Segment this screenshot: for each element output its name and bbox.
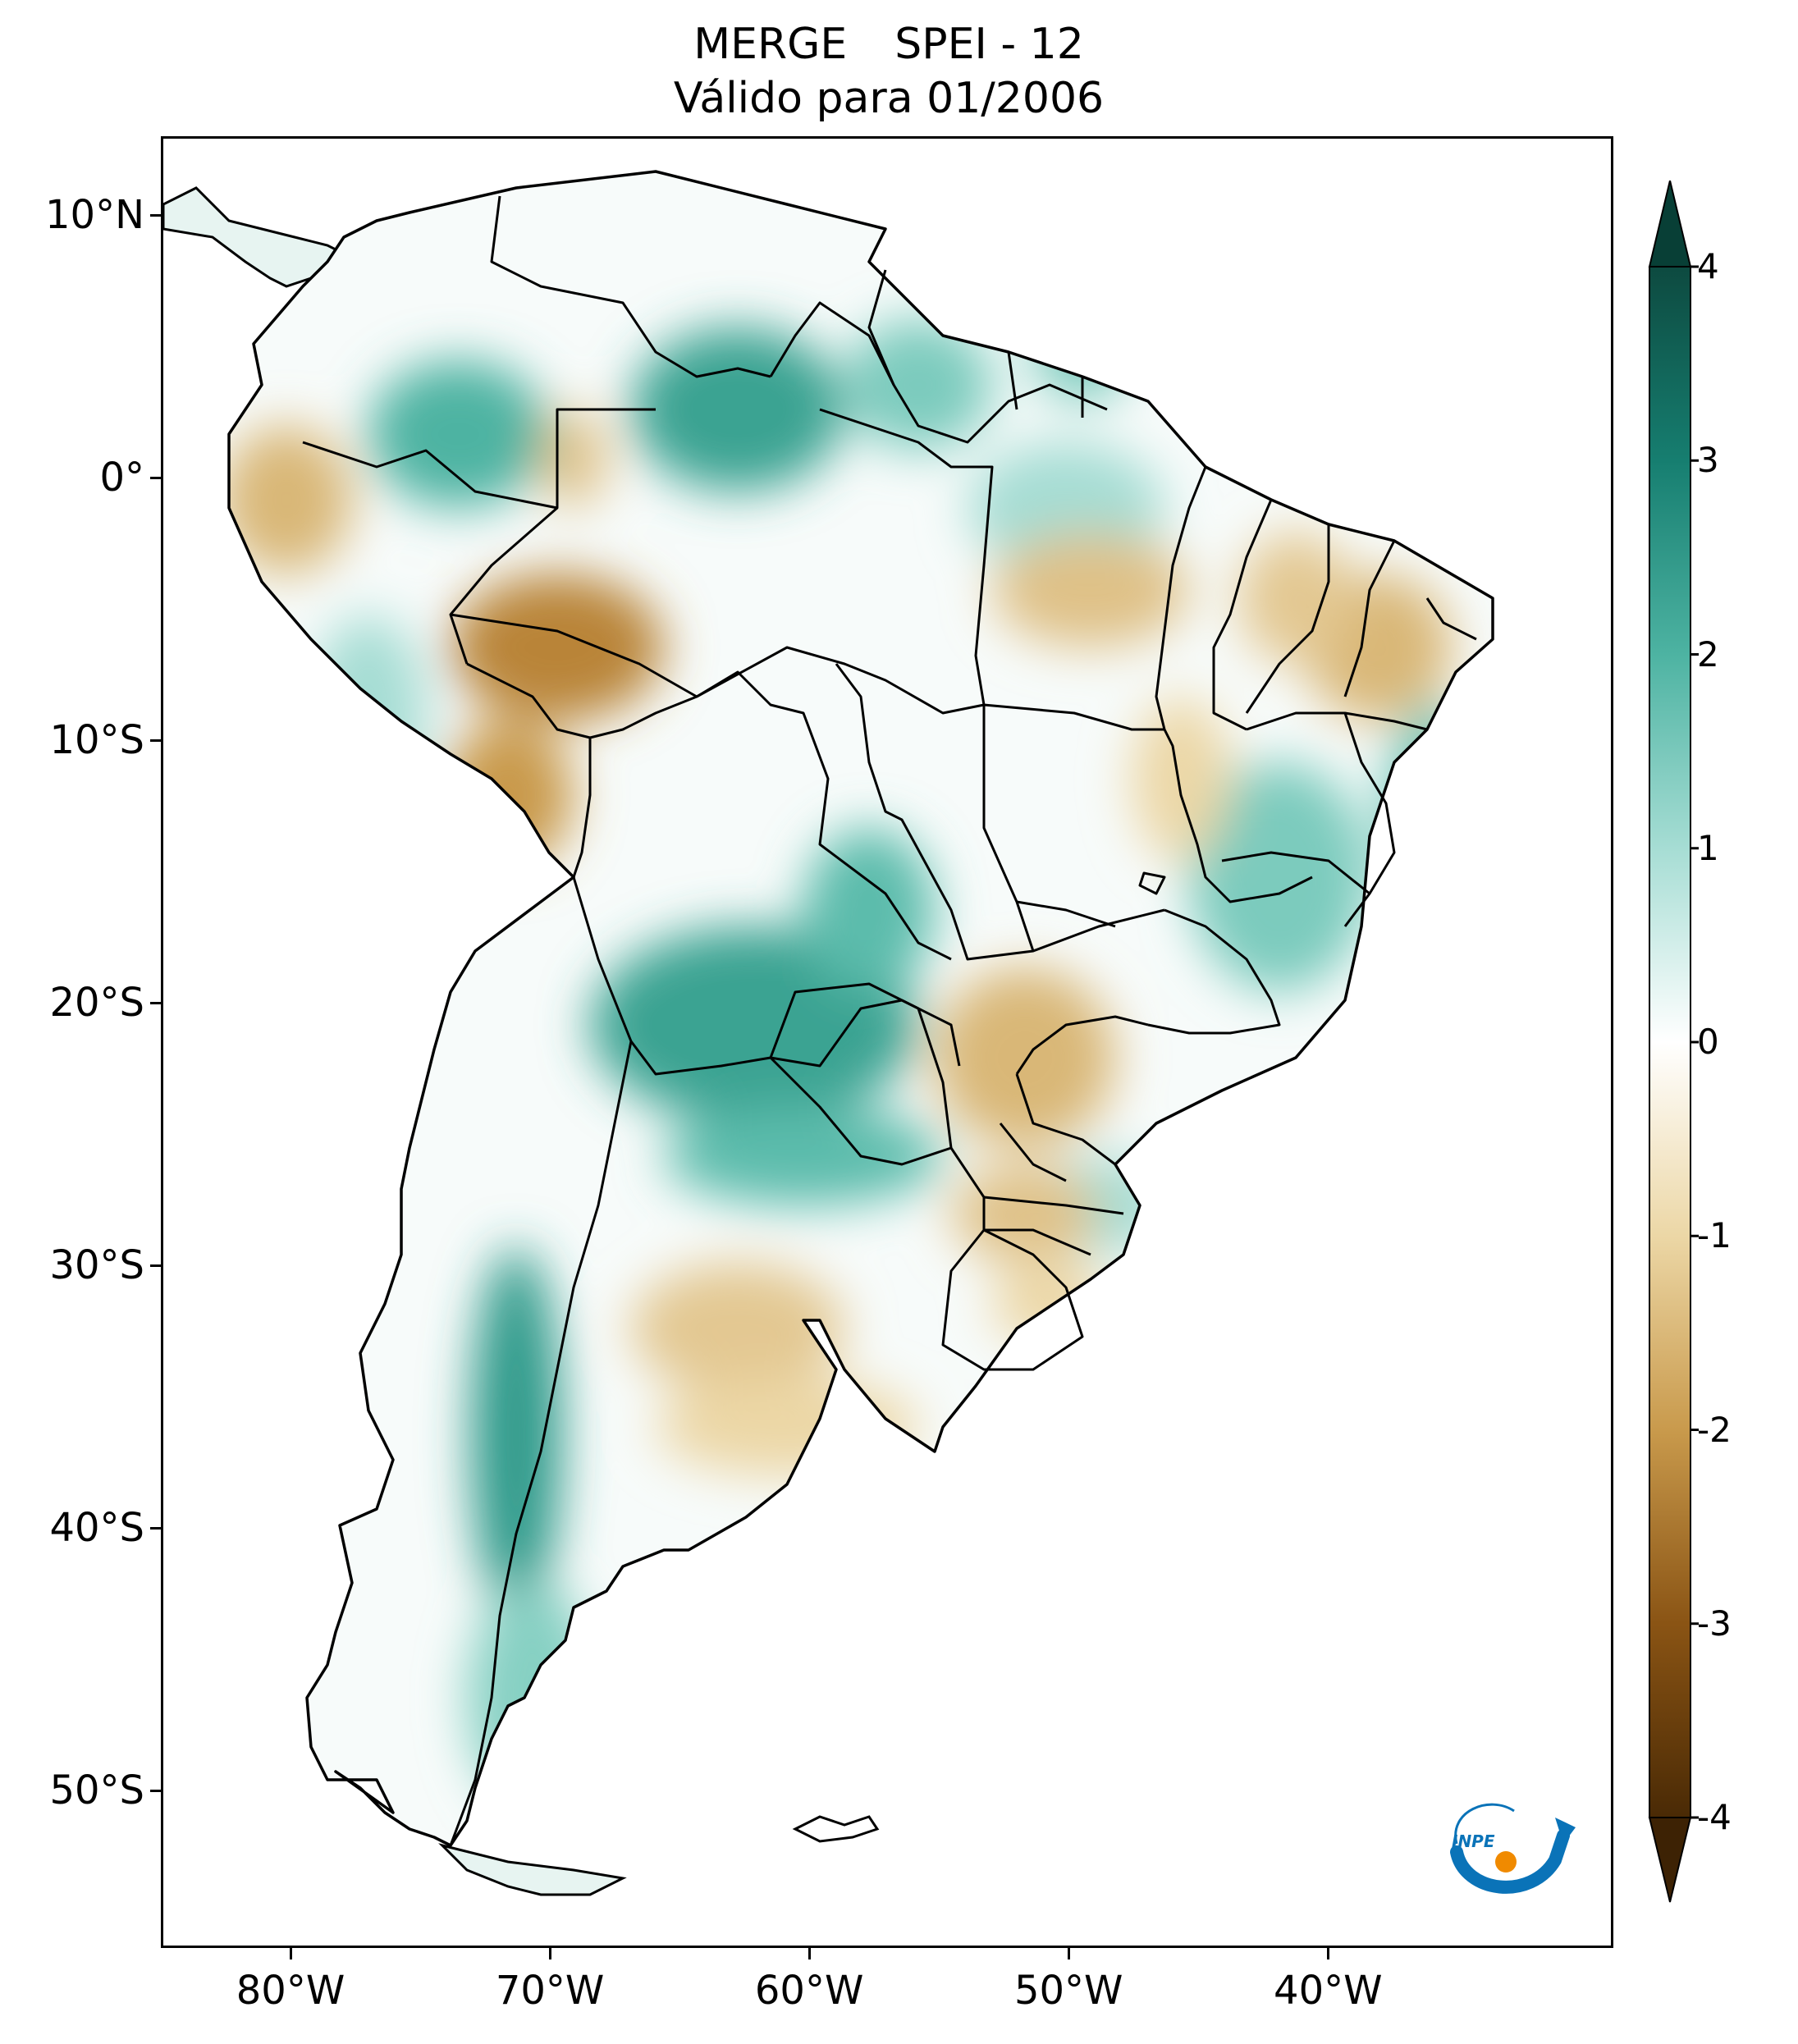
colorbar-tick-label: -2 bbox=[1697, 1409, 1732, 1450]
lon-tick bbox=[1327, 1948, 1330, 1959]
tierra-del-fuego bbox=[438, 1843, 627, 1896]
lon-tick bbox=[549, 1948, 552, 1959]
colorbar-tick-label: 3 bbox=[1697, 440, 1719, 481]
colorbar-tick-label: -3 bbox=[1697, 1603, 1732, 1644]
lon-tick-label: 40°W bbox=[1274, 1968, 1383, 2014]
lon-tick-label: 70°W bbox=[495, 1968, 605, 2014]
lat-tick-label: 0° bbox=[99, 455, 144, 501]
lat-tick-label: 50°S bbox=[49, 1767, 144, 1813]
colorbar-extend-min bbox=[1648, 1817, 1692, 1903]
lon-tick bbox=[290, 1948, 293, 1959]
lat-tick bbox=[150, 477, 162, 479]
lon-tick-label: 50°W bbox=[1013, 1968, 1123, 2014]
map-panel: INPE bbox=[161, 136, 1613, 1948]
lat-tick bbox=[150, 214, 162, 217]
lat-tick bbox=[150, 1527, 162, 1530]
lat-tick-label: 10°S bbox=[49, 717, 144, 763]
colorbar bbox=[1648, 181, 1699, 1903]
political-borders bbox=[302, 195, 1477, 1846]
lon-tick bbox=[1068, 1948, 1071, 1959]
colorbar-tick-label: 4 bbox=[1697, 246, 1719, 286]
coastline bbox=[227, 170, 1494, 1847]
lon-tick-label: 80°W bbox=[236, 1968, 345, 2014]
lat-tick-label: 20°S bbox=[49, 980, 144, 1026]
lat-tick-label: 30°S bbox=[49, 1242, 144, 1288]
colorbar-tick-label: -4 bbox=[1697, 1797, 1732, 1837]
lat-tick bbox=[150, 1264, 162, 1267]
colorbar-tick-label: 2 bbox=[1697, 633, 1719, 674]
logo-text: INPE bbox=[1452, 1831, 1495, 1851]
lat-tick bbox=[150, 1002, 162, 1004]
map-title: MERGE SPEI - 12 bbox=[161, 20, 1617, 69]
colorbar-gradient bbox=[1649, 266, 1691, 1818]
falkland-islands bbox=[792, 1815, 880, 1843]
lat-tick-label: 40°S bbox=[49, 1505, 144, 1551]
lat-tick-label: 10°N bbox=[45, 192, 144, 238]
map-canvas: INPE bbox=[163, 139, 1611, 1946]
inpe-logo: INPE bbox=[1450, 1803, 1576, 1894]
lat-tick bbox=[150, 739, 162, 742]
colorbar-tick-label: -1 bbox=[1697, 1215, 1732, 1256]
colorbar-tick-label: 0 bbox=[1697, 1022, 1719, 1062]
colorbar-tick-label: 1 bbox=[1697, 827, 1719, 868]
lon-tick bbox=[808, 1948, 812, 1959]
index-name: SPEI - 12 bbox=[894, 20, 1084, 69]
colorbar-extend-max bbox=[1648, 181, 1692, 268]
dataset-name: MERGE bbox=[693, 20, 848, 69]
lat-tick bbox=[150, 1790, 162, 1792]
lon-tick-label: 60°W bbox=[754, 1968, 864, 2014]
validity-date: Válido para 01/2006 bbox=[673, 74, 1105, 123]
